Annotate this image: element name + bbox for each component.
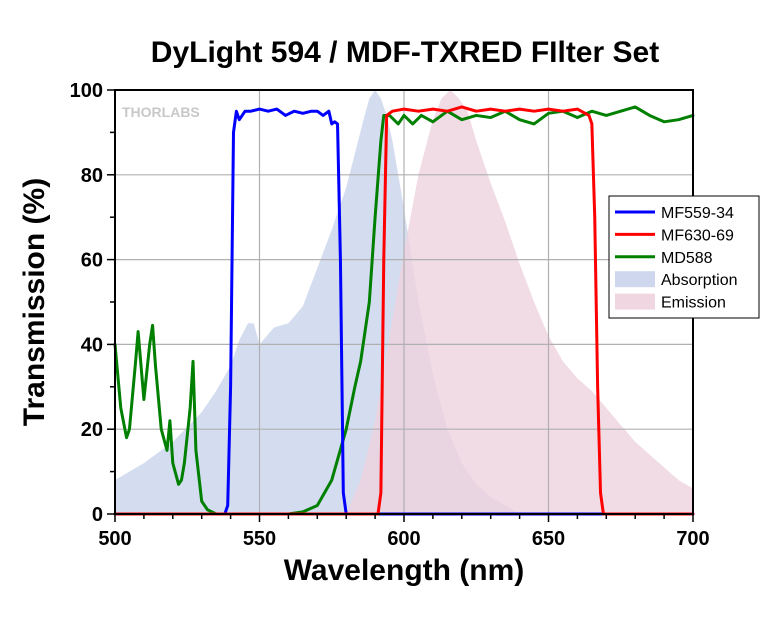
legend-label: MF630-69: [661, 227, 734, 244]
line-mf630-69: [113, 105, 695, 516]
y-tick-label: 40: [81, 334, 103, 356]
y-axis-title: Transmission (%): [18, 178, 51, 426]
x-tick-label: 550: [243, 528, 276, 550]
thorlabs-watermark: THORLABS: [122, 104, 200, 120]
y-tick-label: 20: [81, 419, 103, 441]
legend-item-absorption: Absorption: [615, 271, 738, 289]
x-tick-label: 600: [387, 528, 420, 550]
legend-item-mf559-34: MF559-34: [615, 205, 734, 222]
x-tick-label: 500: [98, 528, 131, 550]
area-series-layer: [115, 90, 693, 514]
legend-swatch: [615, 293, 655, 310]
legend-item-md588: MD588: [615, 250, 713, 267]
legend-label: Emission: [661, 295, 726, 312]
y-tick-label: 0: [92, 504, 103, 526]
legend-item-emission: Emission: [615, 293, 726, 312]
legend-label: MF559-34: [661, 205, 734, 222]
y-tick-label: 100: [70, 80, 103, 102]
legend-label: Absorption: [661, 272, 738, 289]
legend-label: MD588: [661, 250, 713, 267]
legend: MF559-34 MF630-69 MD588 Absorption Emission: [608, 195, 760, 319]
line-series-layer: [113, 105, 695, 516]
y-tick-label: 80: [81, 165, 103, 187]
area-emission: [346, 90, 693, 514]
y-tick-label: 60: [81, 250, 103, 272]
legend-swatch: [615, 271, 655, 288]
chart-title: DyLight 594 / MDF-TXRED FIlter Set: [151, 36, 659, 69]
line-mf559-34: [113, 107, 695, 516]
legend-item-mf630-69: MF630-69: [615, 227, 734, 244]
grid-layer: [115, 90, 693, 514]
x-axis-title: Wavelength (nm): [284, 554, 525, 587]
ticks-layer: 500 550 600 650 700 0 20 40 60 80 100: [70, 80, 710, 550]
x-tick-label: 700: [676, 528, 709, 550]
line-md588: [113, 105, 695, 516]
x-tick-label: 650: [532, 528, 565, 550]
